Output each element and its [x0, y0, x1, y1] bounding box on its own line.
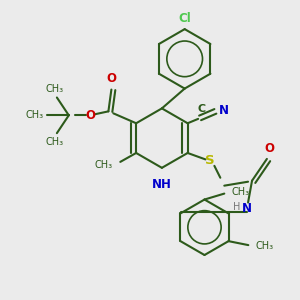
Text: S: S — [205, 154, 214, 167]
Text: CH₃: CH₃ — [94, 160, 112, 170]
Text: CH₃: CH₃ — [231, 187, 249, 196]
Text: CH₃: CH₃ — [26, 110, 44, 120]
Text: H: H — [233, 202, 240, 212]
Text: N: N — [219, 104, 229, 117]
Text: CH₃: CH₃ — [255, 241, 273, 251]
Text: C: C — [197, 104, 205, 114]
Text: CH₃: CH₃ — [46, 83, 64, 94]
Text: N: N — [242, 202, 252, 215]
Text: CH₃: CH₃ — [46, 137, 64, 147]
Text: O: O — [85, 109, 96, 122]
Text: O: O — [106, 72, 116, 85]
Text: NH: NH — [152, 178, 172, 191]
Text: O: O — [265, 142, 275, 155]
Text: Cl: Cl — [178, 12, 191, 25]
